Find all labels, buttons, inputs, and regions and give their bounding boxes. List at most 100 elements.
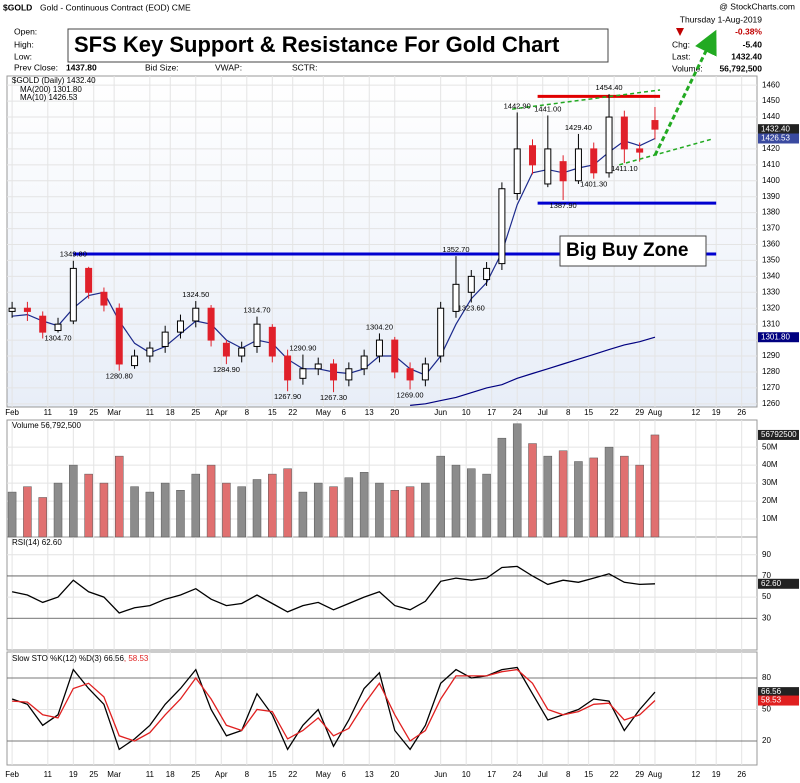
volume-bar bbox=[191, 473, 201, 538]
price-annotation: 1411.10 bbox=[611, 164, 638, 173]
x-tick-label: 15 bbox=[584, 408, 593, 417]
last-value: 1432.40 bbox=[731, 51, 762, 61]
x-tick-label: 8 bbox=[566, 408, 571, 417]
candle-body bbox=[54, 323, 62, 332]
y-tick-label: 30M bbox=[762, 478, 778, 487]
y-tick-label: 50M bbox=[762, 442, 778, 451]
x-tick-label: 6 bbox=[342, 770, 347, 779]
price-annotation: 1454.40 bbox=[595, 83, 622, 92]
sto-d-name: , 58.53 bbox=[124, 654, 149, 663]
volume-bar bbox=[421, 482, 430, 538]
volume-bar bbox=[497, 437, 507, 538]
volume-label: Volume: bbox=[672, 63, 703, 73]
price-annotation: 1304.20 bbox=[366, 322, 393, 331]
candle-body bbox=[8, 307, 16, 312]
open-label: Open: bbox=[14, 26, 37, 36]
down-triangle bbox=[676, 28, 684, 36]
candle-body bbox=[437, 307, 445, 357]
candle-body bbox=[222, 342, 230, 357]
volume-bar bbox=[222, 482, 231, 538]
volume-bar bbox=[512, 423, 522, 538]
price-annotation: 1387.90 bbox=[550, 201, 577, 210]
prev-close-value: 1437.80 bbox=[66, 62, 97, 72]
bid-label: Bid Size: bbox=[145, 62, 179, 72]
y-tick-label: 80 bbox=[762, 673, 771, 682]
candle-body bbox=[360, 355, 368, 370]
y-tick-label: 1380 bbox=[762, 208, 780, 217]
y-tick-label: 1440 bbox=[762, 112, 780, 121]
x-tick-label: 13 bbox=[365, 408, 374, 417]
sto-k-name: Slow STO %K(12) %D(3) 66.56 bbox=[12, 654, 124, 663]
y-tick-label: 30 bbox=[762, 613, 771, 622]
value-tag bbox=[758, 332, 799, 343]
value-tag bbox=[758, 578, 799, 589]
price-annotation: 1442.90 bbox=[504, 101, 531, 110]
volume-bar bbox=[38, 497, 47, 538]
change-pct: -0.38% bbox=[735, 26, 762, 36]
y-tick-label: 1410 bbox=[762, 160, 780, 169]
ma10-legend: MA(10) 1426.53 bbox=[20, 93, 78, 102]
price-annotation: 1290.90 bbox=[289, 344, 316, 353]
value-tag-label: 1426.53 bbox=[761, 134, 790, 143]
price-annotation: 1280.80 bbox=[106, 372, 133, 381]
price-annotation: 1324.50 bbox=[182, 290, 209, 299]
volume-bar bbox=[558, 450, 568, 538]
volume-bar bbox=[206, 464, 216, 538]
y-tick-label: 1460 bbox=[762, 80, 780, 89]
low-label: Low: bbox=[14, 51, 32, 61]
value-tag bbox=[758, 133, 799, 144]
candle-body bbox=[498, 188, 506, 265]
volume-legend: Volume 56,792,500 bbox=[12, 421, 81, 430]
sto-k-legend: Slow STO %K(12) %D(3) 66.56, 58.53 bbox=[12, 654, 149, 663]
volume-bar bbox=[7, 491, 17, 538]
price-legend: $GOLD (Daily) 1432.40 bbox=[12, 76, 96, 85]
chart-title: SFS Key Support & Resistance For Gold Ch… bbox=[74, 32, 560, 57]
x-tick-label: 17 bbox=[487, 408, 496, 417]
y-tick-label: 1330 bbox=[762, 287, 780, 296]
x-tick-label: 19 bbox=[712, 408, 721, 417]
volume-bar bbox=[283, 468, 292, 538]
x-tick-label: 22 bbox=[610, 770, 619, 779]
x-tick-label: 11 bbox=[44, 770, 53, 779]
x-tick-label: Apr bbox=[215, 770, 228, 779]
candle-body bbox=[590, 148, 598, 174]
value-tag-label: 66.56 bbox=[761, 687, 782, 696]
candle-body bbox=[39, 315, 47, 333]
trend-line bbox=[512, 89, 661, 110]
x-tick-label: 19 bbox=[712, 770, 721, 779]
x-tick-label: 11 bbox=[146, 770, 155, 779]
candle-body bbox=[345, 368, 353, 381]
trend-line bbox=[619, 138, 712, 166]
zone-label: Big Buy Zone bbox=[566, 240, 688, 261]
site: @ StockCharts.com bbox=[719, 1, 795, 11]
volume-bar bbox=[176, 490, 185, 538]
candle-body bbox=[452, 283, 460, 312]
last-label: Last: bbox=[672, 51, 690, 61]
y-tick-label: 40M bbox=[762, 460, 778, 469]
value-tag bbox=[758, 687, 799, 698]
x-tick-label: 10 bbox=[462, 770, 471, 779]
x-tick-label: Mar bbox=[107, 770, 121, 779]
x-tick-label: 19 bbox=[69, 770, 78, 779]
x-tick-label: 18 bbox=[166, 408, 175, 417]
x-tick-label: Feb bbox=[5, 770, 19, 779]
candle-body bbox=[651, 120, 659, 130]
volume-bar bbox=[359, 472, 369, 538]
x-tick-label: 13 bbox=[365, 770, 374, 779]
candle-body bbox=[375, 339, 383, 357]
candle-body bbox=[284, 355, 292, 381]
price-annotation: 1441.00 bbox=[534, 104, 561, 113]
x-tick-label: Aug bbox=[648, 770, 662, 779]
x-tick-label: 15 bbox=[268, 408, 277, 417]
value-tag bbox=[758, 429, 799, 440]
volume-bar bbox=[329, 486, 338, 538]
volume-bar bbox=[405, 486, 415, 538]
x-tick-label: 19 bbox=[69, 408, 78, 417]
y-tick-label: 20 bbox=[762, 736, 771, 745]
x-tick-label: 25 bbox=[89, 408, 98, 417]
title-box bbox=[67, 28, 609, 63]
x-tick-label: 20 bbox=[390, 408, 399, 417]
candle-body bbox=[146, 347, 154, 357]
candle-body bbox=[406, 368, 414, 381]
